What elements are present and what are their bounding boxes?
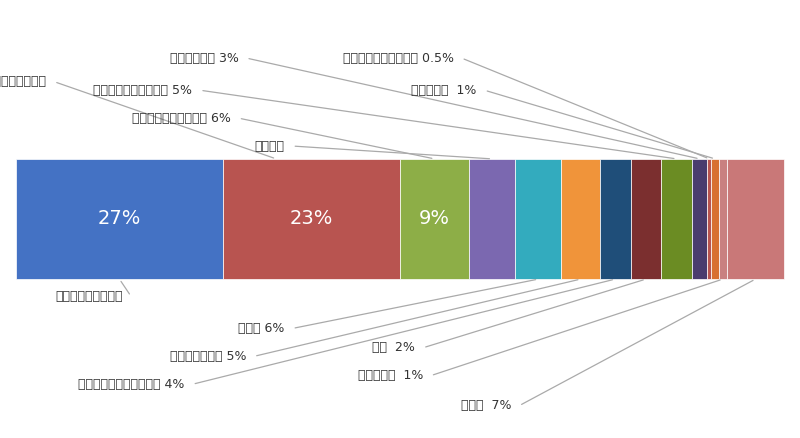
Bar	[630, 159, 662, 279]
Text: 大腸がん: 大腸がん	[254, 140, 285, 152]
Bar	[400, 159, 469, 279]
Bar	[662, 159, 692, 279]
Text: 腸閉塞 6%: 腸閉塞 6%	[238, 322, 285, 335]
Bar	[223, 159, 400, 279]
Text: 胃ポリープ  1%: 胃ポリープ 1%	[358, 369, 423, 382]
Text: 胆のう炎・胆管炎: 胆のう炎・胆管炎	[0, 75, 46, 88]
Bar	[711, 159, 719, 279]
Bar	[469, 159, 515, 279]
Bar	[600, 159, 630, 279]
Text: 大腸線種・ポリープ: 大腸線種・ポリープ	[56, 290, 123, 303]
Text: 膵炎  2%: 膵炎 2%	[373, 341, 415, 354]
Text: 胃・食道・十二指腸潰瘍 4%: 胃・食道・十二指腸潰瘍 4%	[78, 378, 185, 391]
Bar	[515, 159, 562, 279]
Text: 肝炎・肝硬変 3%: 肝炎・肝硬変 3%	[170, 52, 238, 64]
Bar	[719, 159, 726, 279]
Text: 胃・食道十二指腸がん 6%: 胃・食道十二指腸がん 6%	[132, 112, 231, 125]
Text: 27%: 27%	[98, 209, 141, 229]
Bar	[692, 159, 707, 279]
Bar	[16, 159, 223, 279]
Text: その他線種・ポリープ 0.5%: その他線種・ポリープ 0.5%	[343, 52, 454, 64]
Bar	[707, 159, 711, 279]
Text: 膵・胆・肝がん 5%: 膵・胆・肝がん 5%	[170, 350, 246, 363]
Text: 9%: 9%	[419, 209, 450, 229]
Bar	[726, 159, 784, 279]
Text: 下血・貧血  1%: 下血・貧血 1%	[411, 84, 477, 97]
Text: 腸憩室・憩室炎・出欠 5%: 腸憩室・憩室炎・出欠 5%	[94, 84, 193, 97]
Text: 23%: 23%	[290, 209, 334, 229]
Text: その他  7%: その他 7%	[461, 399, 511, 412]
Bar	[562, 159, 600, 279]
